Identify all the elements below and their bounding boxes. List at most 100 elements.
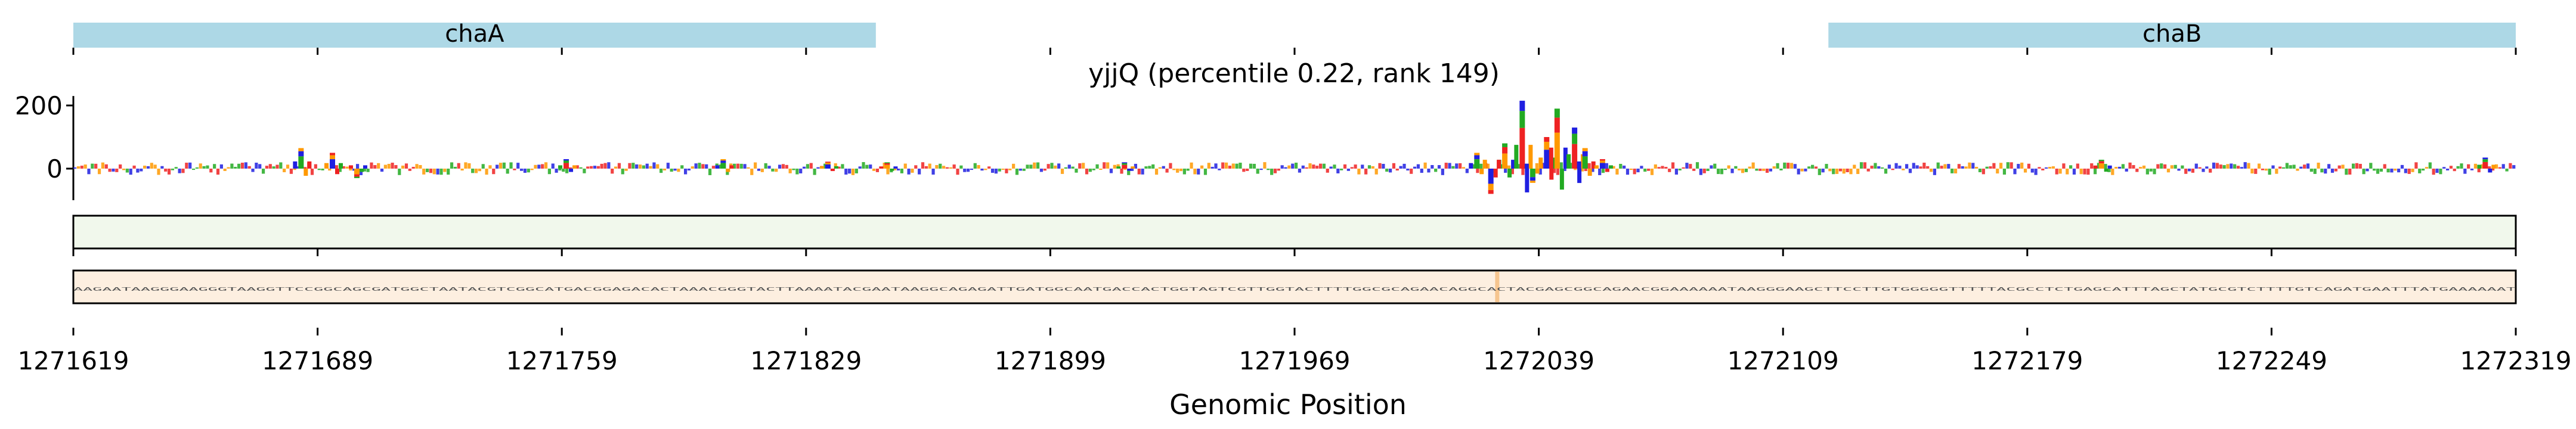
logo-letter	[1870, 166, 1874, 169]
logo-letter	[617, 163, 621, 169]
logo-letter	[1538, 169, 1542, 175]
logo-letter	[1455, 163, 1459, 169]
logo-letter	[2428, 162, 2432, 169]
logo-letter	[1874, 163, 1877, 169]
logo-letter	[1692, 169, 1696, 171]
logo-letter	[2174, 164, 2177, 169]
logo-letter	[1654, 164, 1657, 169]
logo-letter	[924, 166, 928, 169]
logo-letter	[1305, 167, 1308, 169]
contribution-peak	[1514, 101, 1533, 192]
logo-letter	[2156, 164, 2160, 169]
logo-letter	[1500, 164, 1504, 169]
logo-letter	[1919, 166, 1922, 169]
logo-letter	[1996, 169, 1999, 174]
logo-letter	[2268, 169, 2271, 175]
logo-letter	[1902, 169, 1905, 170]
logo-letter	[1738, 169, 1741, 171]
logo-letter	[1144, 166, 1148, 169]
logo-letter	[153, 164, 157, 169]
logo-letter	[1469, 163, 1473, 169]
logo-letter	[1849, 169, 1853, 175]
logo-letter	[1448, 163, 1451, 169]
logo-letter	[219, 164, 223, 169]
logo-letter	[2470, 169, 2474, 170]
logo-letter	[488, 165, 492, 169]
logo-letter	[1413, 166, 1417, 169]
logo-letter	[2482, 159, 2488, 162]
logo-letter	[1214, 163, 1218, 169]
logo-letter	[2351, 163, 2355, 169]
logo-letter	[1029, 164, 1033, 169]
logo-letter	[541, 164, 544, 169]
logo-letter	[1060, 169, 1064, 174]
logo-letter	[705, 164, 708, 169]
logo-letter	[2296, 169, 2299, 171]
logo-letter	[101, 162, 105, 169]
logo-letter	[1502, 153, 1508, 169]
logo-letter	[2090, 163, 2094, 169]
logo-letter	[1197, 169, 1200, 175]
logo-letter	[802, 166, 806, 169]
logo-letter	[272, 166, 275, 169]
logo-letter	[2394, 169, 2397, 171]
logo-letter	[2114, 167, 2118, 169]
logo-letter	[181, 169, 185, 173]
gene-annotation-track: chaA chaB	[72, 20, 2517, 55]
logo-letter	[136, 169, 140, 173]
gene-bar-chaB	[1828, 23, 2516, 48]
logo-letter	[1137, 169, 1141, 175]
logo-letter	[1947, 164, 1950, 169]
logo-letter	[1572, 133, 1578, 144]
logo-letter	[1734, 166, 1738, 169]
logo-letter	[2397, 169, 2401, 173]
logo-letter	[1050, 163, 1054, 169]
x-tick-label: 1271829	[750, 346, 862, 375]
logo-letter	[1231, 163, 1235, 169]
logo-letter	[1519, 111, 1525, 128]
logo-letter	[2230, 163, 2233, 169]
logo-letter	[1012, 163, 1015, 169]
logo-letter	[247, 166, 251, 169]
logo-letter	[1525, 169, 1530, 192]
logo-letter	[91, 163, 94, 169]
logo-letter	[1291, 163, 1295, 169]
logo-letter	[1598, 169, 1602, 175]
logo-letter	[1502, 143, 1508, 147]
logo-letter	[1758, 169, 1762, 171]
logo-letter	[1221, 162, 1225, 169]
x-tick-label: 1271689	[262, 346, 373, 375]
logo-letter	[1315, 166, 1319, 169]
logo-letter	[1814, 166, 1818, 169]
logo-letter	[1113, 164, 1116, 169]
logo-letter	[178, 169, 181, 173]
contribution-peak	[1497, 143, 1516, 178]
logo-letter	[1123, 169, 1127, 170]
logo-letter	[1789, 163, 1794, 169]
logo-letter	[391, 163, 394, 169]
logo-letter	[1284, 167, 1287, 169]
contribution-peak	[293, 148, 312, 176]
logo-letter	[1664, 167, 1668, 169]
logo-letter	[963, 169, 967, 172]
logo-letter	[1242, 169, 1246, 172]
logo-letter	[1122, 162, 1128, 163]
logo-letter	[2166, 169, 2171, 173]
logo-letter	[1636, 169, 1640, 173]
logo-letter	[1554, 132, 1560, 169]
logo-letter	[1075, 169, 1078, 173]
logo-letter	[1434, 169, 1438, 172]
contribution-logo-plot: 0 200	[15, 91, 2516, 200]
logo-letter	[862, 162, 865, 169]
logo-letter	[2093, 165, 2098, 169]
logo-letter	[380, 169, 384, 172]
logo-letter	[1026, 164, 1029, 169]
logo-letter	[544, 162, 548, 169]
logo-letter	[2153, 169, 2156, 175]
heatmap-track-2	[72, 269, 2517, 304]
logo-letter	[1122, 164, 1128, 169]
logo-letter	[1444, 163, 1448, 169]
logo-letter	[1582, 151, 1588, 157]
logo-letter	[230, 163, 234, 169]
logo-letter	[1915, 165, 1919, 169]
